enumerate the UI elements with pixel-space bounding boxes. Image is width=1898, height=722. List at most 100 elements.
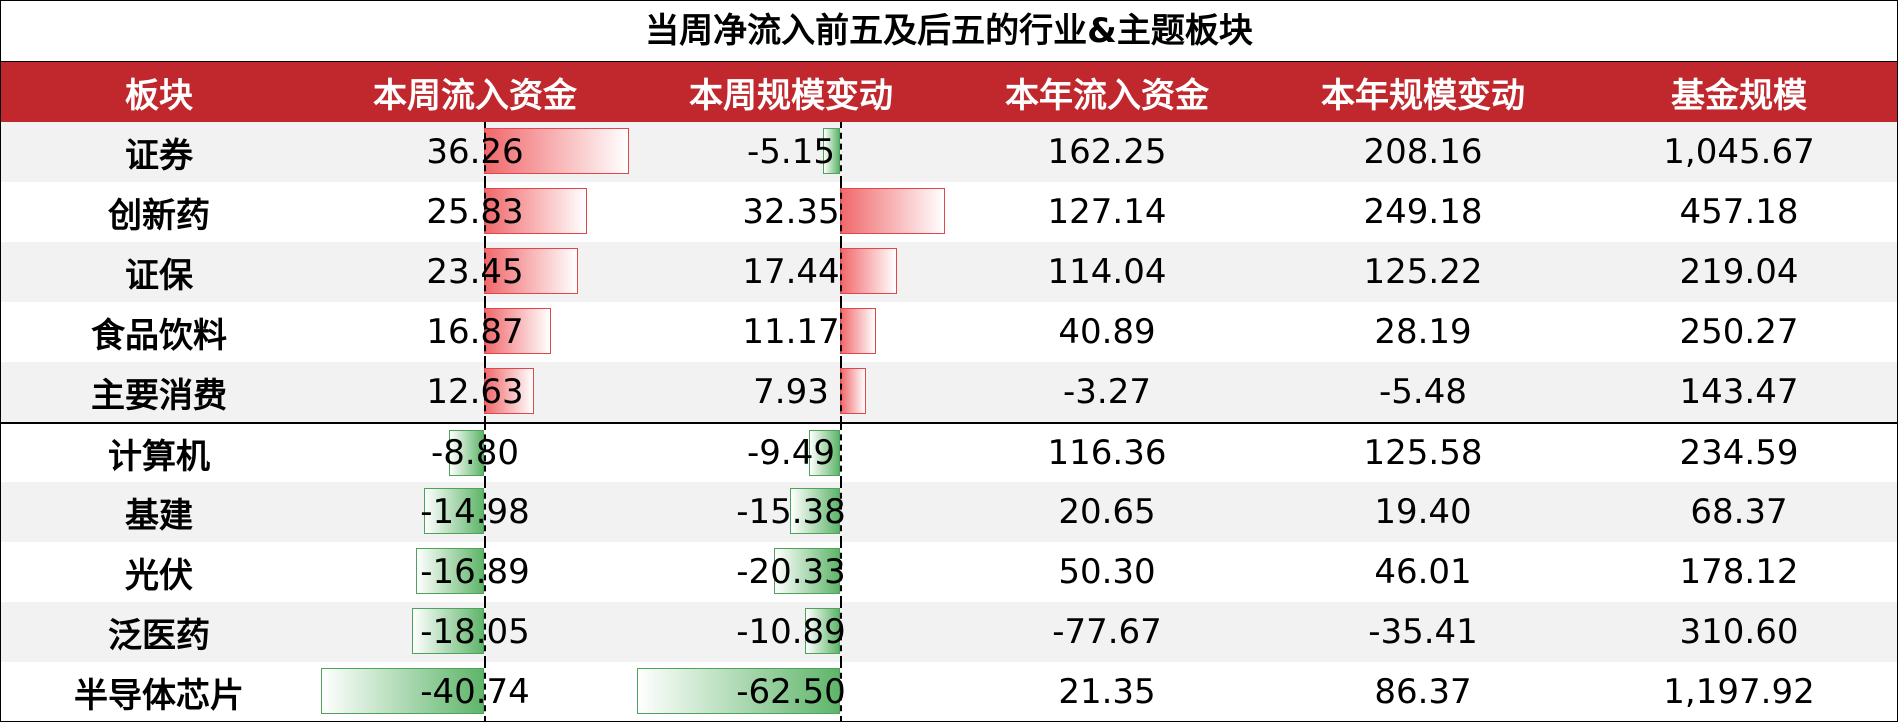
cell-text: 250.27 [1679, 312, 1799, 352]
cell-text: 249.18 [1363, 192, 1483, 232]
cell-text: -10.89 [736, 612, 846, 652]
bar-axis [839, 662, 842, 722]
table-cell: 68.37 [1581, 482, 1897, 542]
cell-text: 基建 [125, 495, 193, 536]
data-bar [790, 488, 840, 534]
cell-text: -77.67 [1052, 612, 1162, 652]
cell-text: 1,197.92 [1663, 672, 1815, 712]
table-cell: -15.38 [633, 482, 949, 542]
data-bar [773, 548, 840, 594]
data-bar [483, 248, 578, 294]
cell-text: 16.87 [426, 312, 524, 352]
table-cell: 125.58 [1265, 424, 1581, 482]
cell-text: 主要消费 [91, 375, 227, 416]
bar-axis [483, 602, 486, 662]
cell-text: 20.65 [1058, 492, 1156, 532]
table-cell: -8.80 [317, 424, 633, 482]
table-cell: -16.89 [317, 542, 633, 602]
cell-text: -14.98 [420, 492, 530, 532]
data-bar [321, 668, 484, 714]
cell-text: 7.93 [753, 372, 829, 412]
table-cell: 23.45 [317, 242, 633, 302]
cell-text: 162.25 [1047, 132, 1167, 172]
table-cell: 162.25 [949, 122, 1265, 182]
table-row: 创新药 25.83 32.35 127.14 249.18 457.18 [1, 182, 1897, 242]
table-cell: 11.17 [633, 302, 949, 362]
bar-axis [839, 482, 842, 542]
bar-axis [483, 122, 486, 182]
data-bar [839, 368, 866, 414]
table-cell: 20.65 [949, 482, 1265, 542]
table-cell: 50.30 [949, 542, 1265, 602]
row-label: 证保 [1, 242, 317, 302]
cell-text: 178.12 [1679, 552, 1799, 592]
cell-text: 50.30 [1058, 552, 1156, 592]
cell-text: 114.04 [1047, 252, 1167, 292]
column-header: 板块 [125, 75, 193, 116]
bar-axis [839, 424, 842, 482]
table-cell: 1,197.92 [1581, 662, 1897, 722]
cell-text: 68.37 [1690, 492, 1788, 532]
column-header: 本周流入资金 [373, 75, 577, 116]
table-row: 泛医药 -18.05 -10.89 -77.67 -35.41 310.60 [1, 602, 1897, 662]
table-cell: 219.04 [1581, 242, 1897, 302]
table-cell: -77.67 [949, 602, 1265, 662]
column-header: 本周规模变动 [689, 75, 893, 116]
bar-axis [483, 424, 486, 482]
table-cell: 16.87 [317, 302, 633, 362]
data-bar [804, 608, 840, 654]
cell-text: 310.60 [1679, 612, 1799, 652]
table-cell: 116.36 [949, 424, 1265, 482]
cell-text: 116.36 [1047, 433, 1167, 473]
cell-text: -16.89 [420, 552, 530, 592]
data-bar [839, 248, 897, 294]
row-label: 创新药 [1, 182, 317, 242]
row-label: 主要消费 [1, 362, 317, 422]
table-cell: 21.35 [949, 662, 1265, 722]
table-cell: 114.04 [949, 242, 1265, 302]
table-row: 基建 -14.98 -15.38 20.65 19.40 68.37 [1, 482, 1897, 542]
table-row: 证保 23.45 17.44 114.04 125.22 219.04 [1, 242, 1897, 302]
bar-axis [483, 302, 486, 362]
data-bar [839, 308, 877, 354]
data-bar [483, 128, 629, 174]
cell-text: 计算机 [108, 436, 210, 477]
row-label: 光伏 [1, 542, 317, 602]
cell-text: 21.35 [1058, 672, 1156, 712]
table-cell: 310.60 [1581, 602, 1897, 662]
data-bar [411, 608, 484, 654]
bar-axis [839, 122, 842, 182]
table-cell: 32.35 [633, 182, 949, 242]
data-bar [424, 488, 484, 534]
cell-text: 40.89 [1058, 312, 1156, 352]
data-bar [448, 430, 484, 476]
row-label: 半导体芯片 [1, 662, 317, 722]
cell-text: 创新药 [108, 195, 210, 236]
cell-text: 光伏 [125, 555, 193, 596]
table-cell: -40.74 [317, 662, 633, 722]
cell-text: 32.35 [742, 192, 840, 232]
cell-text: -62.50 [736, 672, 846, 712]
cell-text: 46.01 [1374, 552, 1472, 592]
bar-axis [483, 182, 486, 242]
table-row: 食品饮料 16.87 11.17 40.89 28.19 250.27 [1, 302, 1897, 362]
cell-text: 127.14 [1047, 192, 1167, 232]
cell-text: -9.49 [747, 433, 835, 473]
bar-axis [839, 602, 842, 662]
table-cell: 28.19 [1265, 302, 1581, 362]
table-cell: 249.18 [1265, 182, 1581, 242]
cell-text: -3.27 [1063, 372, 1151, 412]
cell-text: 11.17 [742, 312, 840, 352]
row-label: 证券 [1, 122, 317, 182]
cell-text: 12.63 [426, 372, 524, 412]
bar-axis [483, 542, 486, 602]
row-label: 基建 [1, 482, 317, 542]
table-cell: 143.47 [1581, 362, 1897, 422]
table-cell: 25.83 [317, 182, 633, 242]
cell-text: 143.47 [1679, 372, 1799, 412]
table-cell: 12.63 [317, 362, 633, 422]
table-cell: -20.33 [633, 542, 949, 602]
cell-text: -8.80 [431, 433, 519, 473]
table-cell: -5.15 [633, 122, 949, 182]
